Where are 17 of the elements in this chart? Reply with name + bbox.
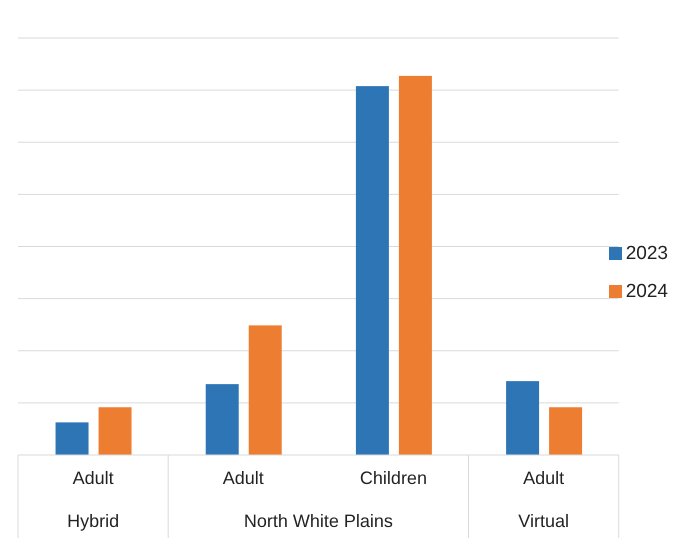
bar <box>356 86 389 455</box>
x-tick-label: Children <box>360 468 427 488</box>
text: Hybrid <box>67 511 120 531</box>
x-tick-label: Adult <box>72 468 114 488</box>
text: Virtual <box>518 511 569 531</box>
legend-label: 2023 <box>626 243 668 264</box>
text: North White Plains <box>244 511 393 531</box>
legend-label: 2024 <box>626 281 668 302</box>
x-tick-label: Adult <box>222 468 264 488</box>
x-tick-label: Adult <box>523 468 564 488</box>
bar <box>56 422 89 455</box>
bar <box>398 76 432 455</box>
bar <box>206 384 239 455</box>
bar <box>549 407 582 455</box>
bar <box>248 325 282 455</box>
bar <box>506 381 540 455</box>
bar <box>98 407 132 455</box>
